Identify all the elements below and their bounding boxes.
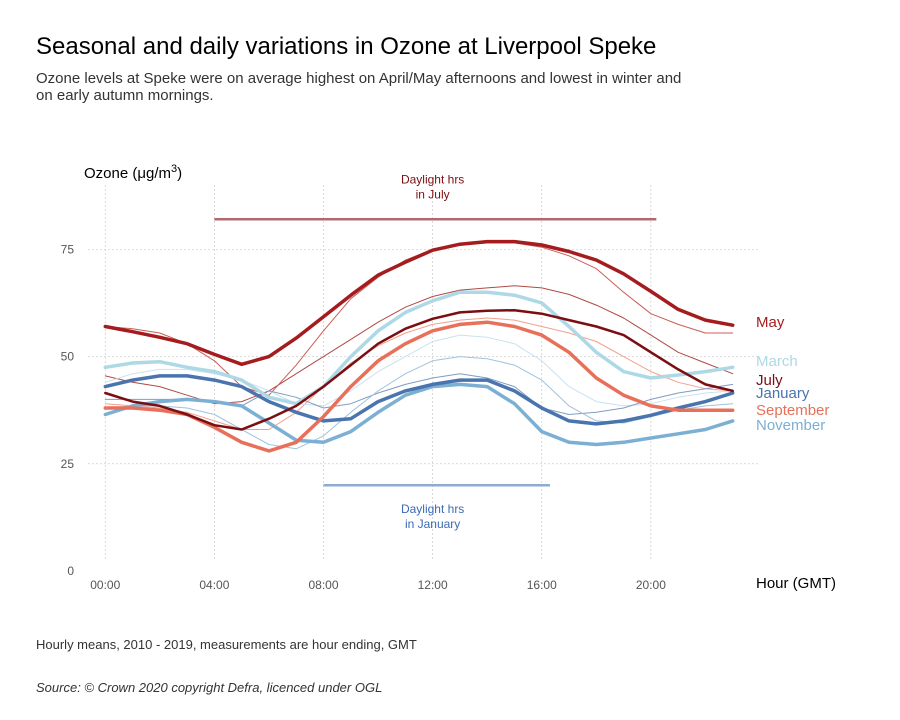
chart-subtitle: Ozone levels at Speke were on average hi… bbox=[36, 70, 682, 104]
legend-label-may: May bbox=[756, 314, 785, 331]
x-tick-label: 12:00 bbox=[418, 578, 448, 592]
series-line-month-6 bbox=[104, 356, 734, 450]
series-line-may bbox=[103, 239, 735, 367]
series-line-month-3 bbox=[104, 317, 734, 430]
legend-label-january: January bbox=[756, 385, 810, 402]
chart-title: Seasonal and daily variations in Ozone a… bbox=[36, 33, 657, 60]
legend-label-september: September bbox=[756, 402, 829, 419]
daylight-label-january: Daylight hrs bbox=[401, 502, 464, 516]
x-tick-label: 00:00 bbox=[90, 578, 120, 592]
series-line-november bbox=[103, 382, 735, 447]
y-tick-label: 75 bbox=[61, 242, 75, 256]
legend-label-march: March bbox=[756, 353, 798, 370]
x-axis-title: Hour (GMT) bbox=[756, 575, 836, 592]
x-tick-label: 16:00 bbox=[527, 578, 557, 592]
series-line-march bbox=[103, 290, 735, 406]
chart-source: Source: © Crown 2020 copyright Defra, li… bbox=[36, 680, 383, 695]
y-tick-label: 0 bbox=[67, 564, 74, 578]
axis-ticks: 0 25 50 75 00:00 04:00 08:00 12:00 16:00 20:00 bbox=[61, 242, 667, 592]
series-line-september bbox=[103, 320, 735, 453]
y-axis-title: Ozone (μg/m3) bbox=[84, 163, 182, 182]
daylight-sublabel-january: in January bbox=[405, 517, 460, 531]
daylight-sublabel-july: in July bbox=[416, 187, 450, 201]
series-line-month-2 bbox=[104, 242, 734, 396]
ozone-line-chart: Ozone (μg/m3) Hour (GMT) 0 25 50 75 00:00 04:… bbox=[61, 163, 836, 592]
chart-caption: Hourly means, 2010 - 2019, measurements … bbox=[36, 637, 417, 652]
series-line-july bbox=[104, 308, 734, 431]
daylight-label-july: Daylight hrs bbox=[401, 172, 464, 186]
legend-label-november: November bbox=[756, 417, 825, 434]
grid-lines bbox=[88, 185, 760, 559]
series-line-january bbox=[103, 374, 735, 426]
x-tick-label: 20:00 bbox=[636, 578, 666, 592]
series-line-month-5 bbox=[104, 373, 734, 415]
x-tick-label: 04:00 bbox=[199, 578, 229, 592]
legend-label-july: July bbox=[756, 372, 783, 389]
y-tick-label: 25 bbox=[61, 457, 75, 471]
series-line-month-4 bbox=[104, 334, 734, 407]
y-tick-label: 50 bbox=[61, 350, 75, 364]
series-lines bbox=[103, 239, 735, 453]
x-tick-label: 08:00 bbox=[309, 578, 339, 592]
